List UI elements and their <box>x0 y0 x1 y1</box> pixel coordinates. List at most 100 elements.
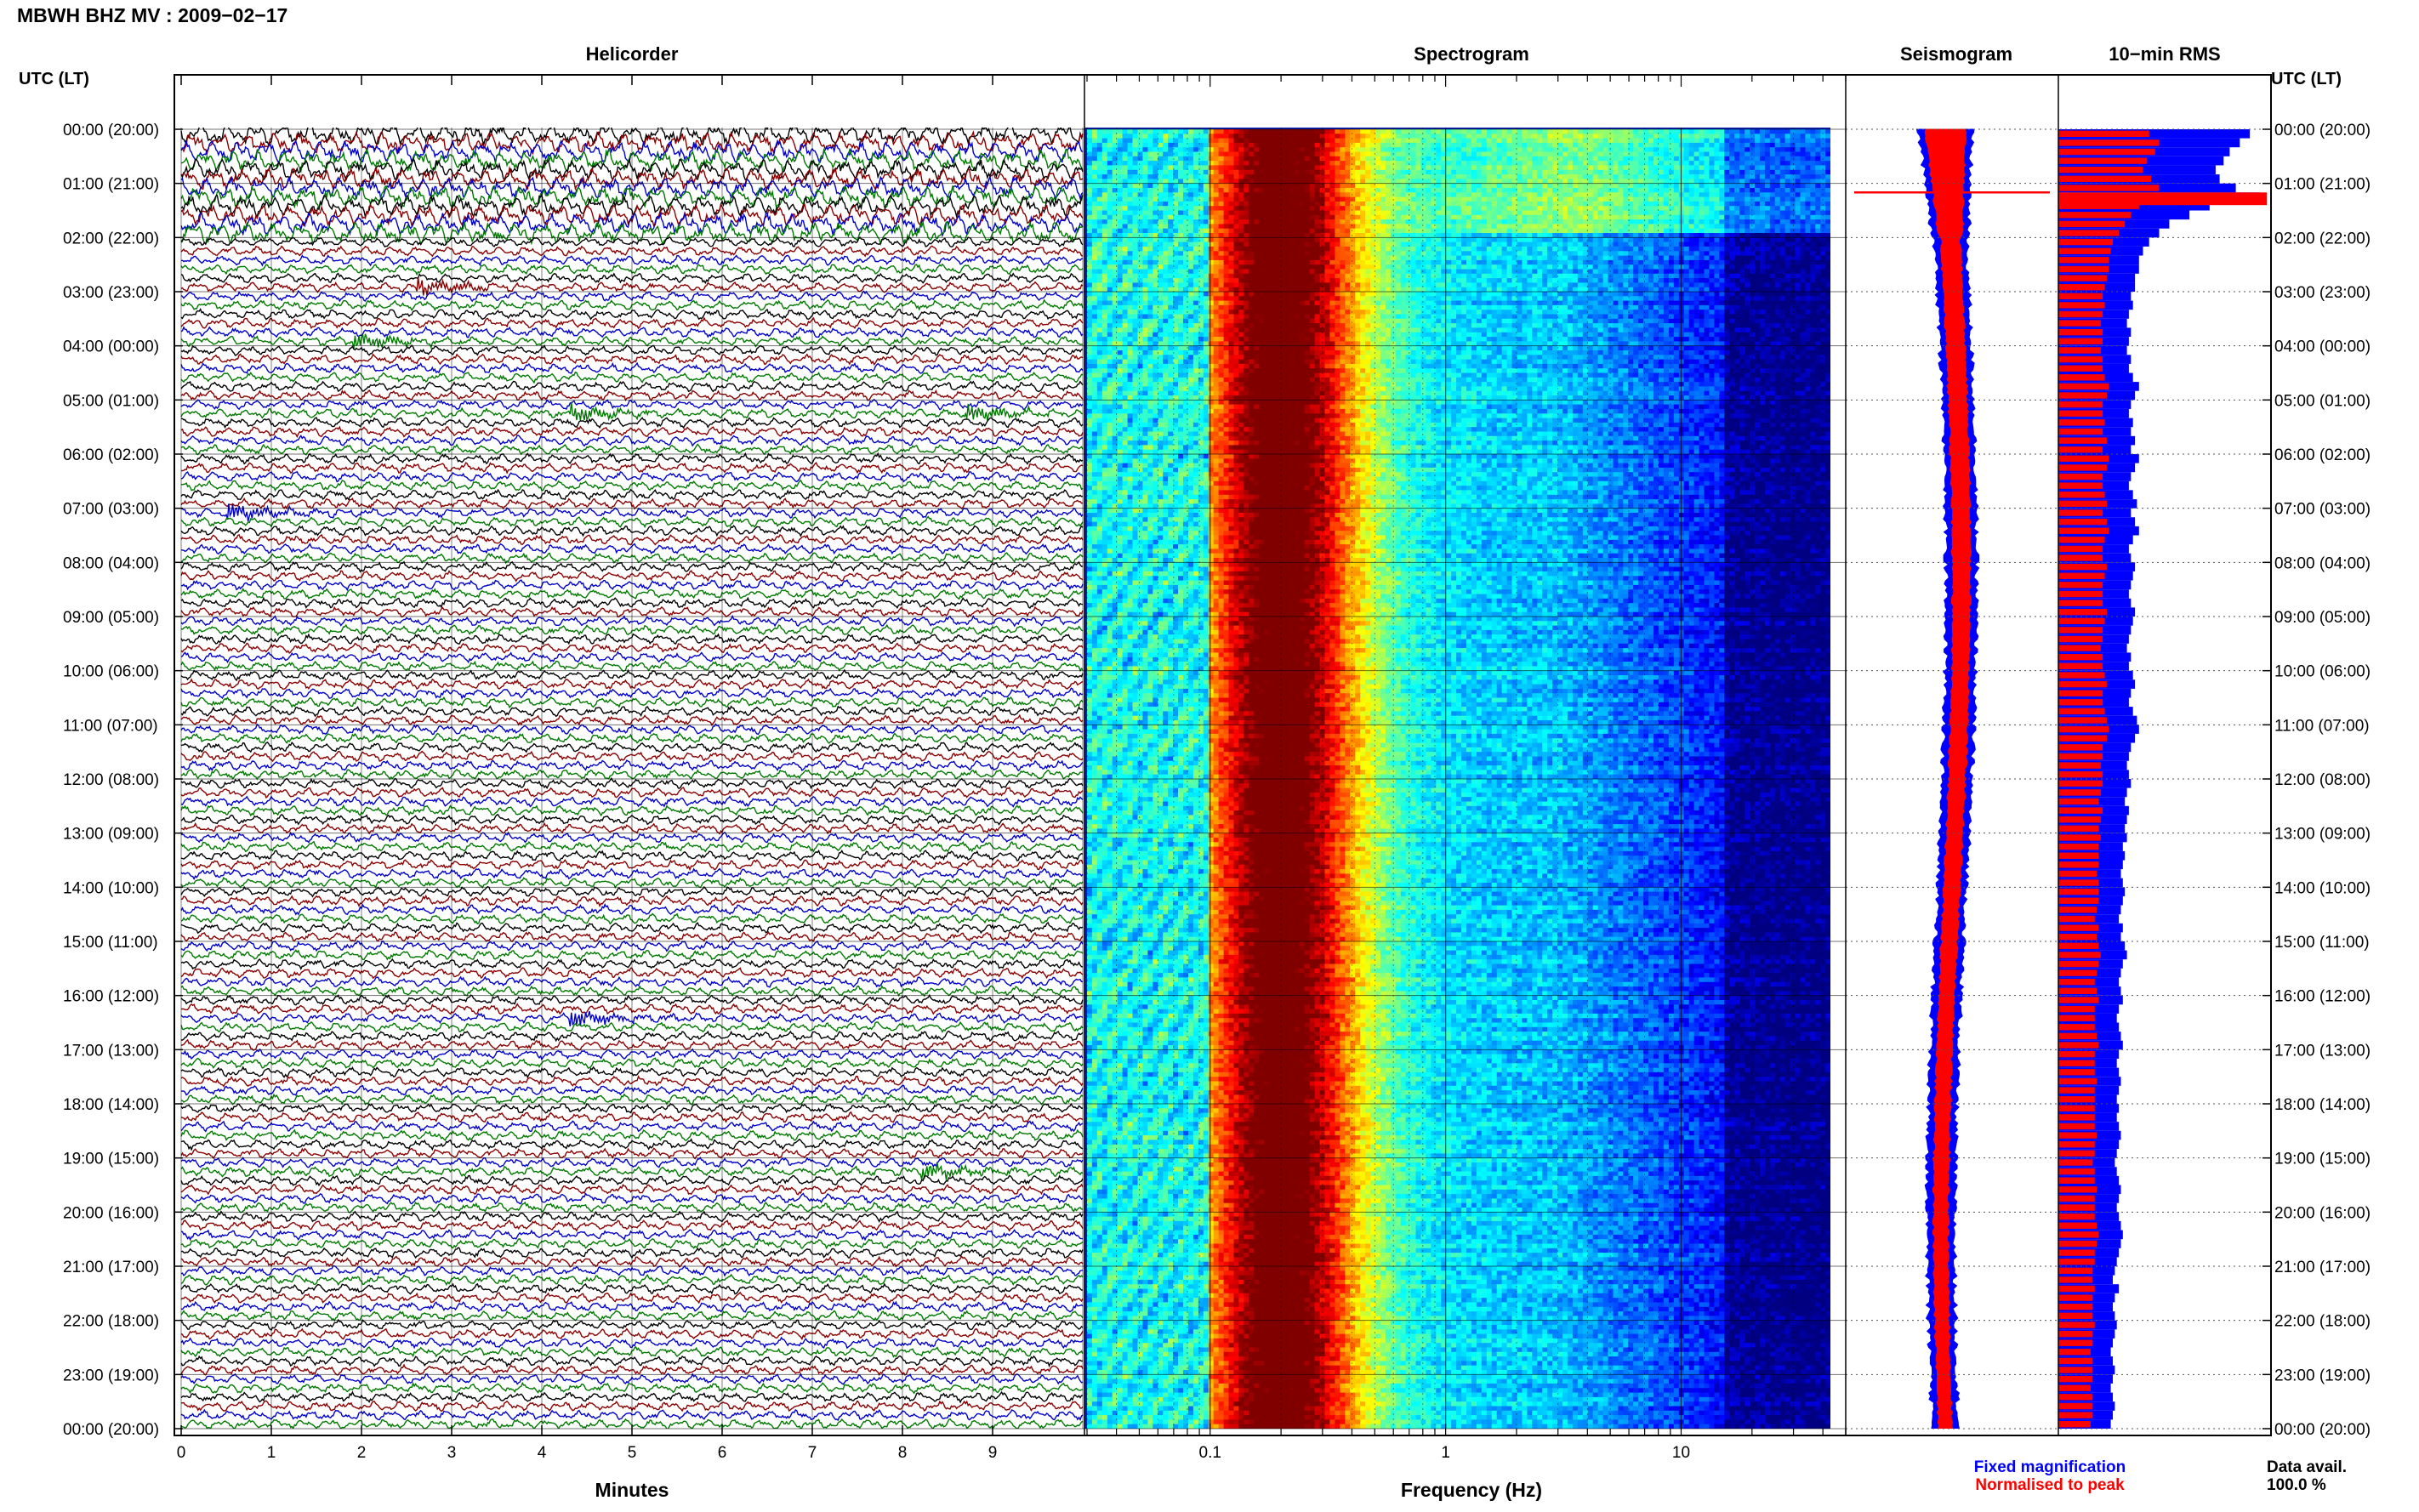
hour-tick-label-left: 02:00 (22:00) <box>63 230 159 247</box>
rms-bar-normalised <box>2058 1024 2095 1030</box>
rms-bar-normalised <box>2058 1259 2095 1265</box>
minute-tick-label: 4 <box>538 1444 547 1462</box>
rms-bar-normalised <box>2058 691 2103 696</box>
rms-bar-normalised <box>2058 861 2098 867</box>
hour-tick-label-right: 23:00 (19:00) <box>2274 1367 2371 1384</box>
data-avail-label: Data avail. <box>2267 1458 2347 1476</box>
rms-bar-normalised <box>2058 302 2105 308</box>
rms-bar-normalised <box>2058 654 2103 660</box>
rms-title: 10−min RMS <box>2109 43 2220 65</box>
hour-tick-label-left: 06:00 (02:00) <box>63 446 159 464</box>
rms-bar-normalised <box>2058 1178 2095 1184</box>
minute-tick-label: 0 <box>177 1444 186 1462</box>
hour-tick-label-left: 22:00 (18:00) <box>63 1313 159 1331</box>
rms-bar-normalised <box>2058 564 2107 570</box>
rms-bar-normalised <box>2058 1340 2092 1346</box>
rms-bar-normalised <box>2058 1123 2095 1129</box>
hour-tick-label-left: 04:00 (00:00) <box>63 338 159 356</box>
rms-bar-normalised <box>2058 726 2109 732</box>
rms-bar-normalised <box>2058 816 2101 822</box>
minute-tick-label: 5 <box>628 1444 637 1462</box>
rms-bar-normalised <box>2058 501 2107 507</box>
rms-bar-normalised <box>2058 627 2103 633</box>
rms-bar-normalised <box>2058 546 2103 552</box>
rms-bar-normalised <box>2058 1223 2097 1229</box>
rms-bar-normalised <box>2058 591 2103 597</box>
hour-tick-label-right: 20:00 (16:00) <box>2274 1204 2371 1222</box>
rms-bar-normalised <box>2058 1042 2098 1048</box>
rms-bar-normalised <box>2058 347 2101 353</box>
hour-tick-label-right: 15:00 (11:00) <box>2274 934 2370 952</box>
hour-tick-label-right: 22:00 (18:00) <box>2274 1313 2371 1331</box>
spectrogram-heatmap <box>1084 128 1847 1430</box>
rms-bar-normalised <box>2058 753 2103 759</box>
rms-bar-normalised <box>2058 582 2103 588</box>
rms-bar-normalised <box>2058 1412 2092 1418</box>
rms-bar-normalised <box>2058 284 2105 290</box>
rms-bar-normalised <box>2058 1196 2095 1202</box>
rms-bar-normalised <box>2058 176 2151 182</box>
minute-tick-label: 8 <box>898 1444 908 1462</box>
rms-bar-normalised <box>2058 1015 2095 1021</box>
rms-bar-normalised <box>2058 1033 2097 1039</box>
minute-tick-label: 1 <box>267 1444 276 1462</box>
rms-bar-normalised <box>2058 429 2103 435</box>
rms-bar-normalised <box>2058 248 2111 254</box>
hour-tick-label-left: 20:00 (16:00) <box>63 1204 159 1222</box>
rms-bar-normalised <box>2058 519 2107 525</box>
rms-bar-normalised <box>2058 131 2149 137</box>
rms-bar-normalised <box>2058 1394 2092 1400</box>
rms-bar-normalised <box>2058 528 2109 534</box>
rms-bar-normalised <box>2058 1186 2097 1192</box>
rms-bar-normalised <box>2058 645 2101 651</box>
rms-bar-normalised <box>2058 961 2098 967</box>
spectrogram-title: Spectrogram <box>1414 43 1529 65</box>
rms-bar-normalised <box>2058 554 2103 560</box>
rms-bar-normalised <box>2058 456 2109 462</box>
hour-tick-label-left: 07:00 (03:00) <box>63 501 159 519</box>
rms-bar-normalised <box>2058 699 2103 705</box>
rms-bar-normalised <box>2058 1385 2091 1391</box>
rms-bar-normalised <box>2058 492 2105 497</box>
hour-tick-label-right: 02:00 (22:00) <box>2274 230 2371 247</box>
rms-bar-normalised <box>2058 1060 2095 1066</box>
rms-bar-normalised <box>2058 384 2109 389</box>
rms-bar-normalised <box>2058 221 2125 227</box>
rms-bar-normalised <box>2058 1349 2091 1355</box>
rms-bar-normalised <box>2058 744 2103 750</box>
minute-tick-label: 3 <box>447 1444 457 1462</box>
hour-tick-label-left: 16:00 (12:00) <box>63 988 159 1006</box>
hour-tick-label-right: 04:00 (00:00) <box>2274 338 2371 356</box>
hour-tick-label-right: 09:00 (05:00) <box>2274 609 2371 627</box>
rms-bar-normalised <box>2058 979 2095 985</box>
hour-tick-label-right: 12:00 (08:00) <box>2274 771 2371 789</box>
rms-bar-normalised <box>2058 1276 2092 1282</box>
rms-bar-normalised <box>2058 1231 2098 1237</box>
rms-bar-normalised <box>2058 600 2103 605</box>
rms-bar-normalised <box>2058 1159 2092 1165</box>
rms-bar-normalised <box>2058 1421 2091 1427</box>
hour-tick-label-left: 18:00 (14:00) <box>63 1096 159 1114</box>
rms-bar-normalised <box>2058 799 2098 804</box>
rms-bar-normalised <box>2058 257 2109 263</box>
hour-tick-label-left: 11:00 (07:00) <box>63 717 158 735</box>
rms-bar-normalised <box>2058 934 2097 940</box>
rms-bar-normalised <box>2058 826 2098 832</box>
rms-bar-normalised <box>2058 411 2103 417</box>
rms-bar-normalised <box>2058 871 2097 877</box>
rms-bar-normalised <box>2058 1151 2095 1157</box>
rms-bar-normalised <box>2058 636 2103 642</box>
rms-bar-normalised <box>2058 1106 2095 1111</box>
rms-bar-normalised <box>2058 916 2095 922</box>
rms-bar-normalised <box>2058 1367 2092 1373</box>
rms-bar-normalised <box>2058 366 2103 372</box>
rms-bar-normalised <box>2058 320 2101 326</box>
rms-bar-normalised <box>2058 1403 2092 1409</box>
minute-tick-label: 2 <box>357 1444 367 1462</box>
rms-bar-normalised <box>2058 762 2101 768</box>
hour-tick-label-left: 15:00 (11:00) <box>63 934 158 952</box>
hour-tick-label-right: 00:00 (20:00) <box>2274 1421 2371 1439</box>
minute-tick-label: 7 <box>808 1444 817 1462</box>
rms-bar-normalised <box>2058 771 2103 777</box>
